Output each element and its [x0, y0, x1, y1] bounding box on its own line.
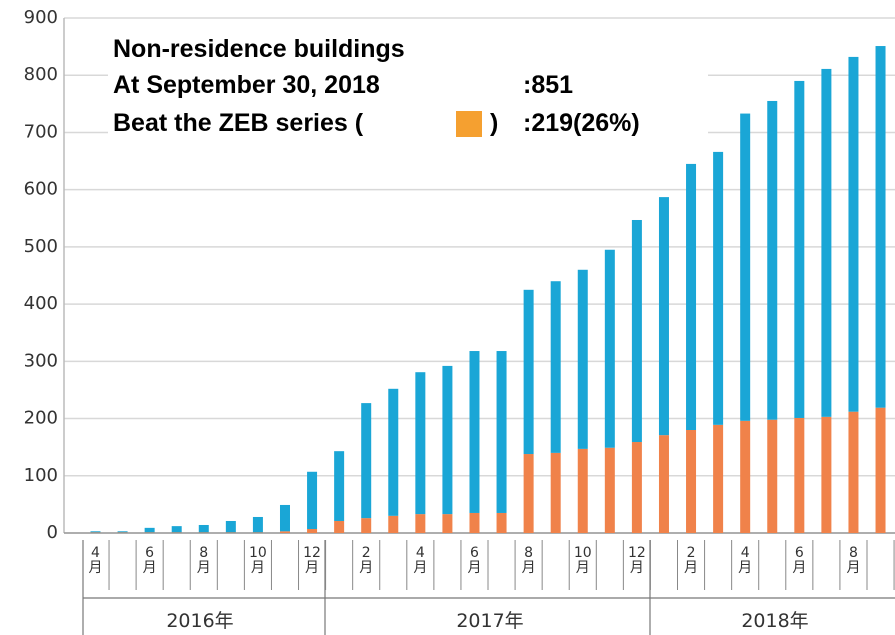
bar-segment	[388, 388, 399, 516]
x-tick-label: 8月	[196, 545, 211, 576]
bar-segment	[713, 151, 724, 425]
bar-segment	[821, 68, 832, 417]
bar-segment	[225, 520, 236, 533]
bar-segment	[361, 518, 372, 533]
x-tick-label: 12月	[303, 545, 321, 576]
bar-segment	[225, 532, 236, 533]
bar-segment	[415, 514, 426, 533]
bar-segment	[388, 515, 399, 533]
year-label: 2018年	[741, 610, 808, 632]
bar-segment	[334, 520, 345, 533]
annotation-text: At September 30, 2018	[113, 71, 380, 99]
bar-segment	[821, 416, 832, 533]
annotation-text: Non-residence buildings	[113, 35, 405, 63]
bar-segment	[875, 407, 886, 533]
y-tick-label: 500	[24, 236, 58, 257]
bar-segment	[686, 430, 697, 533]
bar-segment	[198, 524, 209, 533]
bar-segment	[577, 448, 588, 533]
bar-segment	[279, 531, 290, 533]
annotation-text: )	[490, 109, 498, 137]
year-label: 2017年	[456, 610, 523, 632]
x-tick-label: 6月	[792, 545, 807, 576]
bar-segment	[117, 531, 128, 533]
annotation-text: :219(26%)	[523, 109, 640, 137]
annotation-text: :851	[523, 71, 573, 99]
x-tick-label: 8月	[521, 545, 536, 576]
bar-segment	[631, 219, 642, 443]
bar-segment	[523, 289, 534, 455]
x-tick-label: 12月	[627, 545, 646, 576]
year-label: 2016年	[166, 610, 233, 632]
x-tick-label: 4月	[738, 545, 753, 576]
bar-segment	[279, 504, 290, 532]
bar-segment	[604, 249, 615, 448]
bar-segment	[496, 512, 507, 533]
bar-segment	[848, 411, 859, 533]
annotation-background	[108, 28, 708, 160]
bar-segment	[198, 532, 209, 533]
bar-segment	[496, 351, 507, 513]
bar-segment	[252, 532, 263, 533]
bar-segment	[361, 403, 372, 519]
bar-segment	[90, 532, 101, 533]
x-tick-label: 4月	[413, 545, 428, 576]
y-tick-label: 300	[24, 350, 58, 371]
y-tick-label: 0	[47, 522, 58, 543]
x-tick-label: 10月	[573, 545, 592, 576]
bar-segment	[740, 113, 751, 421]
bar-segment	[550, 452, 561, 533]
bar-segment	[171, 526, 182, 533]
bar-segment	[171, 532, 182, 533]
x-tick-label: 6月	[467, 545, 482, 576]
annotation-text: Beat the ZEB series (	[113, 109, 364, 137]
y-tick-label: 400	[24, 293, 58, 314]
bar-segment	[875, 46, 886, 408]
y-tick-label: 700	[24, 121, 58, 142]
y-tick-label: 200	[24, 408, 58, 429]
bar-segment	[794, 80, 805, 418]
bar-segment	[334, 451, 345, 521]
x-tick-label: 6月	[142, 545, 157, 576]
legend-swatch	[456, 111, 482, 137]
y-tick-label: 900	[24, 7, 58, 28]
bar-segment	[117, 532, 128, 533]
y-tick-label: 600	[24, 179, 58, 200]
bar-segment	[767, 419, 778, 533]
x-tick-label: 4月	[88, 545, 103, 576]
x-tick-label: 8月	[846, 545, 861, 576]
bar-segment	[415, 372, 426, 515]
bar-segment	[631, 442, 642, 533]
bar-segment	[577, 269, 588, 449]
bar-segment	[740, 420, 751, 533]
bar-segment	[848, 56, 859, 412]
bar-segment	[144, 532, 155, 533]
bar-segment	[604, 447, 615, 533]
bar-segment	[307, 471, 318, 529]
bar-segment	[523, 454, 534, 533]
bar-segment	[442, 365, 453, 515]
x-tick-label: 2月	[684, 545, 699, 576]
bar-segment	[767, 100, 778, 420]
bar-segment	[252, 516, 263, 533]
annotation: Non-residence buildings At September 30,…	[108, 28, 708, 160]
bar-segment	[550, 281, 561, 453]
bar-segment	[658, 197, 669, 436]
x-tick-label: 2月	[359, 545, 374, 576]
bar-segment	[794, 417, 805, 533]
bar-segment	[469, 512, 480, 533]
bar-segment	[90, 531, 101, 533]
bar-segment	[658, 435, 669, 533]
bar-segment	[686, 163, 697, 430]
y-tick-label: 100	[24, 465, 58, 486]
bar-segment	[442, 514, 453, 533]
x-tick-label: 10月	[248, 545, 267, 576]
bar-segment	[469, 351, 480, 513]
y-tick-label: 800	[24, 64, 58, 85]
bar-segment	[144, 527, 155, 533]
bar-segment	[307, 528, 318, 533]
bar-segment	[713, 424, 724, 533]
